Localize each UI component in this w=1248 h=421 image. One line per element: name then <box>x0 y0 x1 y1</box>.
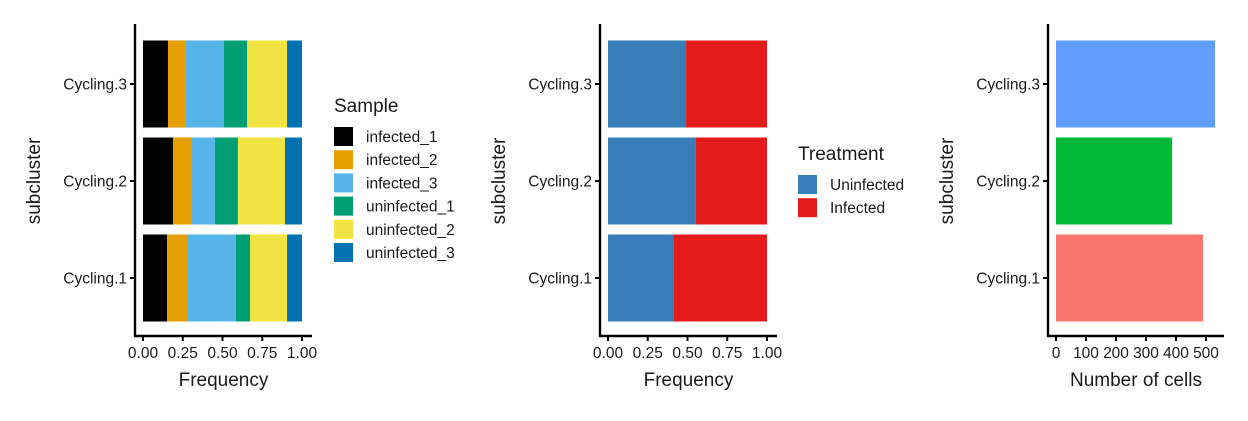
bar-segment-cycling-1-infected-1 <box>143 234 168 322</box>
bar-segment-cycling-1-uninfected-3 <box>287 234 302 322</box>
x-tick-label: 0.75 <box>712 345 742 362</box>
legend-label: uninfected_2 <box>366 222 455 239</box>
x-axis-title: Frequency <box>644 370 734 391</box>
bar-segment-cycling-2-uninfected-1 <box>215 137 238 225</box>
legend-label: Infected <box>830 200 885 217</box>
bar-segment-cycling-2-infected-1 <box>143 137 174 225</box>
legend: Sample infected_1 infected_2 infected_3unin… <box>334 96 455 262</box>
legend-swatch <box>334 150 353 170</box>
x-tick-label: 300 <box>1133 345 1159 362</box>
bar-segment-cycling-3-uninfected-3 <box>287 40 302 128</box>
bar-segment-cycling-2-uninfected-2 <box>237 137 285 225</box>
bar-segment-cycling-3-uninfected-2 <box>246 40 288 128</box>
legend-swatch <box>798 175 817 194</box>
legend-title: Treatment <box>798 144 885 165</box>
legend-label: infected_1 <box>366 129 438 146</box>
legend-swatch <box>334 219 353 239</box>
y-axis-title: subcluster <box>489 137 510 224</box>
y-axis-title: subcluster <box>937 137 958 224</box>
legend-label: uninfected_3 <box>366 245 455 262</box>
x-axis-title: Number of cells <box>1070 370 1202 391</box>
legend-title: Sample <box>334 96 398 117</box>
bar-segment-cycling-3-infected-1 <box>143 40 168 128</box>
bar-segment-cycling-2-infected <box>695 137 767 225</box>
y-tick-label: Cycling.1 <box>976 271 1040 288</box>
x-tick-label: 500 <box>1193 345 1219 362</box>
legend-swatch <box>334 243 353 262</box>
bar-segment-cycling-3-infected-3 <box>185 40 224 128</box>
x-tick-label: 200 <box>1103 345 1129 362</box>
x-tick-label: 0.00 <box>128 345 159 362</box>
bar-segment-cycling-1-infected <box>673 234 767 322</box>
panel-2: Cycling.1 Cycling.2 Cycling.3 0.00 0.25 0.50 0… <box>489 24 904 391</box>
bar-cycling-2 <box>1056 137 1173 225</box>
bar-segment-cycling-1-uninfected <box>608 234 674 322</box>
x-tick-label: 0.00 <box>593 345 624 362</box>
legend-swatch <box>334 127 353 146</box>
x-tick-label: 0.25 <box>168 345 198 362</box>
y-tick-label: Cycling.3 <box>63 77 127 94</box>
x-tick-label: 0 <box>1052 345 1061 362</box>
bar-segment-cycling-2-infected-3 <box>191 137 216 225</box>
x-tick-label: 100 <box>1073 345 1099 362</box>
bar-segment-cycling-2-infected-2 <box>173 137 192 225</box>
x-axis-title: Frequency <box>179 370 269 391</box>
bar-segment-cycling-3-infected-2 <box>167 40 186 128</box>
legend-label: Uninfected <box>830 177 904 194</box>
legend-swatch <box>334 173 353 193</box>
y-tick-label: Cycling.1 <box>63 271 127 288</box>
x-tick-label: 0.50 <box>672 345 703 362</box>
panel-1: Cycling.1 Cycling.2 Cycling.3 0.00 0.25 0.50 0… <box>24 24 455 391</box>
legend-label: infected_3 <box>366 175 438 192</box>
x-tick-label: 0.75 <box>247 345 277 362</box>
bar-segment-cycling-1-uninfected-1 <box>236 234 251 322</box>
legend: Treatment Uninfected Infected <box>798 144 904 218</box>
panel-3: Cycling.1 Cycling.2 Cycling.3 0 100 200 300 400… <box>937 24 1224 391</box>
bar-segment-cycling-3-uninfected <box>608 40 687 128</box>
bar-cycling-3 <box>1056 40 1215 128</box>
y-tick-label: Cycling.3 <box>528 77 592 94</box>
legend-swatch <box>798 198 817 218</box>
legend-label: uninfected_1 <box>366 199 455 216</box>
y-tick-label: Cycling.2 <box>976 174 1040 191</box>
x-tick-label: 0.25 <box>633 345 663 362</box>
bar-segment-cycling-1-infected-2 <box>167 234 188 322</box>
y-tick-label: Cycling.3 <box>976 77 1040 94</box>
bar-segment-cycling-1-infected-3 <box>187 234 237 322</box>
bar-cycling-1 <box>1056 234 1203 322</box>
y-tick-label: Cycling.1 <box>528 271 592 288</box>
bar-segment-cycling-3-uninfected-1 <box>223 40 247 128</box>
x-tick-label: 0.50 <box>207 345 238 362</box>
y-tick-label: Cycling.2 <box>63 174 127 191</box>
bar-segment-cycling-2-uninfected-3 <box>284 137 302 225</box>
y-axis-title: subcluster <box>24 137 45 224</box>
x-tick-label: 400 <box>1163 345 1189 362</box>
bar-segment-cycling-1-uninfected-2 <box>250 234 288 322</box>
legend-label: infected_2 <box>366 152 438 169</box>
y-tick-label: Cycling.2 <box>528 174 592 191</box>
bar-segment-cycling-3-infected <box>686 40 767 128</box>
legend-swatch <box>334 196 353 216</box>
x-tick-label: 1.00 <box>752 345 783 362</box>
bar-segment-cycling-2-uninfected <box>608 137 696 225</box>
x-tick-label: 1.00 <box>287 345 318 362</box>
